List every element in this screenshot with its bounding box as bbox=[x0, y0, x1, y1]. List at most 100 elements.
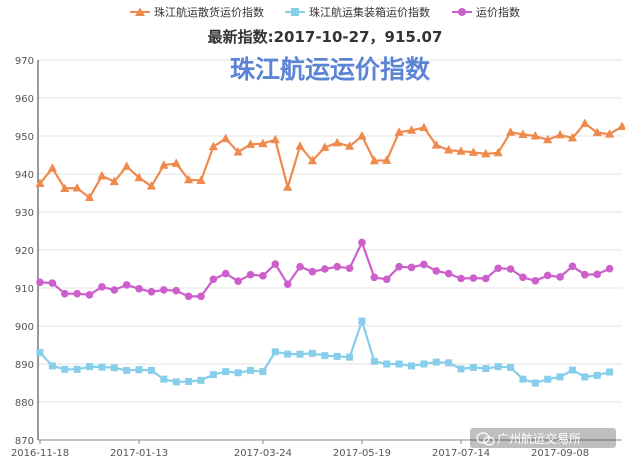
data-point[interactable] bbox=[146, 181, 157, 190]
data-point[interactable] bbox=[382, 155, 392, 164]
data-point[interactable] bbox=[60, 183, 70, 192]
data-point[interactable] bbox=[160, 375, 168, 383]
data-point[interactable] bbox=[419, 122, 429, 132]
data-point[interactable] bbox=[556, 273, 564, 281]
data-point[interactable] bbox=[519, 375, 527, 383]
data-point[interactable] bbox=[197, 376, 205, 384]
data-point[interactable] bbox=[172, 378, 180, 386]
data-point[interactable] bbox=[581, 270, 589, 279]
data-point[interactable] bbox=[284, 350, 292, 358]
data-point[interactable] bbox=[556, 373, 564, 381]
data-point[interactable] bbox=[357, 131, 367, 140]
data-point[interactable] bbox=[296, 262, 304, 271]
data-point[interactable] bbox=[271, 260, 280, 268]
data-point[interactable] bbox=[383, 360, 391, 368]
data-point[interactable] bbox=[344, 141, 355, 150]
data-point[interactable] bbox=[346, 353, 354, 361]
data-point[interactable] bbox=[333, 262, 341, 271]
data-point[interactable] bbox=[469, 274, 478, 282]
data-point[interactable] bbox=[469, 363, 477, 371]
data-point[interactable] bbox=[47, 163, 57, 172]
data-point[interactable] bbox=[457, 365, 465, 373]
data-point[interactable] bbox=[73, 365, 81, 373]
data-point[interactable] bbox=[432, 267, 441, 275]
data-point[interactable] bbox=[134, 172, 144, 182]
data-point[interactable] bbox=[505, 127, 516, 136]
data-point[interactable] bbox=[593, 270, 602, 279]
data-point[interactable] bbox=[196, 175, 206, 184]
data-point[interactable] bbox=[358, 238, 366, 247]
data-point[interactable] bbox=[171, 158, 181, 167]
data-point[interactable] bbox=[358, 317, 366, 325]
data-point[interactable] bbox=[122, 161, 132, 170]
data-point[interactable] bbox=[85, 291, 94, 299]
data-point[interactable] bbox=[135, 284, 143, 293]
data-point[interactable] bbox=[580, 118, 590, 127]
data-point[interactable] bbox=[543, 271, 552, 280]
data-point[interactable] bbox=[110, 286, 119, 294]
data-point[interactable] bbox=[456, 146, 466, 155]
data-point[interactable] bbox=[481, 274, 490, 283]
data-point[interactable] bbox=[160, 286, 168, 294]
data-point[interactable] bbox=[518, 129, 528, 138]
data-point[interactable] bbox=[97, 170, 107, 180]
data-point[interactable] bbox=[245, 139, 256, 148]
data-point[interactable] bbox=[568, 366, 576, 374]
data-point[interactable] bbox=[494, 363, 502, 371]
data-point[interactable] bbox=[567, 132, 578, 142]
data-point[interactable] bbox=[271, 348, 279, 356]
data-point[interactable] bbox=[321, 352, 329, 360]
data-point[interactable] bbox=[48, 362, 56, 370]
data-point[interactable] bbox=[308, 267, 317, 276]
data-point[interactable] bbox=[531, 276, 540, 285]
data-point[interactable] bbox=[431, 140, 441, 149]
data-point[interactable] bbox=[568, 262, 577, 271]
data-point[interactable] bbox=[208, 141, 218, 151]
data-point[interactable] bbox=[209, 371, 217, 379]
data-point[interactable] bbox=[457, 274, 465, 283]
data-point[interactable] bbox=[234, 369, 242, 377]
data-point[interactable] bbox=[123, 366, 131, 374]
legend-item-container[interactable]: 珠江航运集装箱运价指数 bbox=[285, 5, 430, 19]
data-point[interactable] bbox=[86, 363, 94, 371]
data-point[interactable] bbox=[506, 265, 515, 273]
data-point[interactable] bbox=[98, 283, 106, 291]
data-point[interactable] bbox=[321, 265, 329, 273]
data-point[interactable] bbox=[481, 148, 491, 158]
data-point[interactable] bbox=[84, 192, 95, 202]
data-point[interactable] bbox=[407, 362, 415, 370]
data-point[interactable] bbox=[345, 264, 354, 273]
data-point[interactable] bbox=[48, 279, 57, 287]
data-point[interactable] bbox=[407, 263, 416, 272]
data-point[interactable] bbox=[258, 138, 268, 148]
data-point[interactable] bbox=[370, 273, 379, 282]
data-point[interactable] bbox=[482, 365, 490, 373]
data-point[interactable] bbox=[420, 260, 428, 269]
data-point[interactable] bbox=[444, 145, 454, 154]
data-point[interactable] bbox=[247, 366, 255, 374]
data-point[interactable] bbox=[519, 273, 527, 282]
data-point[interactable] bbox=[493, 147, 503, 157]
data-point[interactable] bbox=[60, 289, 69, 298]
data-point[interactable] bbox=[221, 133, 231, 143]
data-point[interactable] bbox=[308, 349, 316, 357]
legend-item-bulk[interactable]: 珠江航运散货运价指数 bbox=[130, 5, 264, 19]
data-point[interactable] bbox=[72, 183, 82, 192]
data-point[interactable] bbox=[36, 349, 44, 357]
data-point[interactable] bbox=[444, 269, 453, 278]
data-point[interactable] bbox=[197, 292, 205, 301]
data-point[interactable] bbox=[395, 360, 403, 368]
data-point[interactable] bbox=[555, 129, 565, 139]
data-point[interactable] bbox=[605, 129, 615, 138]
data-point[interactable] bbox=[147, 366, 155, 374]
data-point[interactable] bbox=[593, 371, 601, 379]
data-point[interactable] bbox=[507, 363, 515, 371]
data-point[interactable] bbox=[36, 278, 44, 287]
data-point[interactable] bbox=[445, 359, 453, 367]
data-point[interactable] bbox=[233, 146, 243, 156]
data-point[interactable] bbox=[606, 368, 614, 376]
data-point[interactable] bbox=[432, 358, 440, 366]
data-point[interactable] bbox=[406, 125, 417, 134]
data-point[interactable] bbox=[184, 292, 193, 301]
data-point[interactable] bbox=[395, 262, 403, 271]
